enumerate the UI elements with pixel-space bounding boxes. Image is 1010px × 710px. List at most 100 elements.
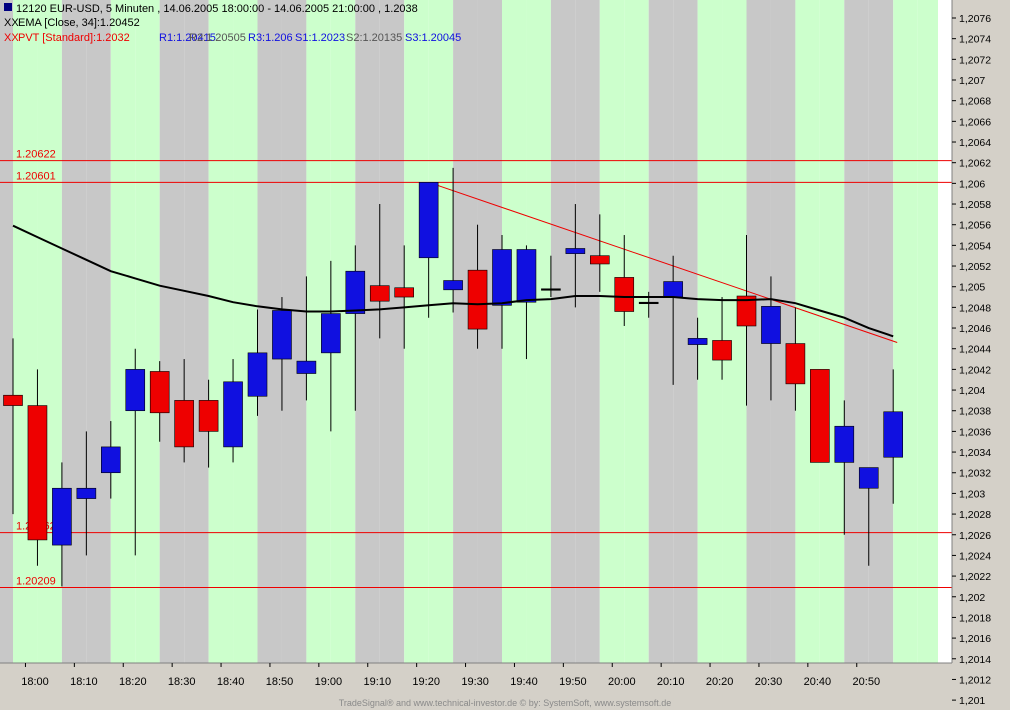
candle-body <box>761 306 781 344</box>
time-band <box>86 0 111 663</box>
time-band <box>61 0 87 663</box>
candle-body <box>589 255 610 265</box>
candle[interactable] <box>785 307 806 411</box>
candle-body <box>247 352 268 397</box>
candle[interactable] <box>761 276 781 401</box>
time-band <box>355 0 380 663</box>
candle[interactable] <box>247 309 268 416</box>
candle[interactable] <box>125 348 146 556</box>
time-axis[interactable]: 18:00 18:10 18:20 18:30 18:40 18:50 19:00 19:10… <box>21 663 880 688</box>
candle[interactable] <box>52 462 72 587</box>
candle[interactable] <box>443 167 463 313</box>
candle[interactable] <box>27 369 48 566</box>
ema-legend-marker[interactable]: XX <box>4 17 19 29</box>
candle[interactable] <box>712 297 732 380</box>
price-tick-label: 1,2074 <box>959 34 991 46</box>
price-tick-label: 1,2034 <box>959 447 991 459</box>
candle[interactable] <box>565 204 586 308</box>
pvt-legend-r2: R2:1.20505 <box>189 32 246 44</box>
candle-body <box>394 287 415 298</box>
time-tick-label: 18:10 <box>70 676 98 688</box>
candle[interactable] <box>174 359 194 463</box>
candle-body <box>3 394 23 406</box>
ema-line[interactable] <box>12 224 894 338</box>
ema-line-layer <box>12 224 894 338</box>
candle[interactable] <box>663 255 683 385</box>
price-tick-label: 1,2046 <box>959 323 991 335</box>
candle[interactable] <box>687 317 708 380</box>
candle[interactable] <box>418 182 439 318</box>
candle[interactable] <box>321 260 341 432</box>
right-margin <box>938 0 952 663</box>
candle[interactable] <box>736 235 757 406</box>
candle[interactable] <box>394 245 415 349</box>
candle[interactable] <box>858 467 879 566</box>
price-tick-label: 1,2032 <box>959 468 991 480</box>
time-band <box>428 0 454 663</box>
chart-title: 12120 EUR-USD, 5 Minuten , 14.06.2005 18… <box>16 3 418 15</box>
time-tick-label: 19:20 <box>412 676 440 688</box>
pvt-legend-r1: R1:1.20415 <box>159 32 216 44</box>
time-tick-label: 20:20 <box>706 676 734 688</box>
candle[interactable] <box>223 359 243 463</box>
trendline[interactable] <box>428 181 898 343</box>
candle[interactable] <box>541 255 561 298</box>
candle-body <box>516 249 537 303</box>
time-band <box>722 0 747 663</box>
price-tick-label: 1,206 <box>959 178 985 190</box>
time-tick-label: 20:10 <box>657 676 685 688</box>
candle-body <box>345 270 366 314</box>
candle[interactable] <box>198 379 219 468</box>
candle[interactable] <box>492 235 512 349</box>
time-band <box>648 0 674 663</box>
time-band <box>37 0 62 663</box>
candle[interactable] <box>101 421 121 499</box>
candle-body <box>785 343 806 385</box>
candle[interactable] <box>3 338 23 515</box>
candle[interactable] <box>369 204 390 339</box>
candlestick-series[interactable] <box>3 167 904 587</box>
time-band <box>575 0 600 663</box>
time-band <box>526 0 551 663</box>
candle[interactable] <box>834 400 855 535</box>
candle-body <box>272 310 292 360</box>
candle-body <box>541 288 561 291</box>
candle[interactable] <box>272 297 292 411</box>
candle[interactable] <box>810 369 830 463</box>
candle-body <box>638 301 659 305</box>
price-tick-label: 1,207 <box>959 75 985 87</box>
pvt-legend-marker[interactable]: XX <box>4 32 19 44</box>
candle-body <box>736 295 757 327</box>
candle[interactable] <box>467 224 488 349</box>
level-label: 1.20601 <box>16 170 56 182</box>
price-tick-label: 1,2068 <box>959 96 991 108</box>
price-tick-label: 1,2012 <box>959 674 991 686</box>
price-axis[interactable]: 1,2076 1,2074 1,2072 1,207 1,2068 1,2066 1,206… <box>952 13 991 707</box>
price-tick-label: 1,2054 <box>959 240 991 252</box>
price-tick-label: 1,2058 <box>959 199 991 211</box>
pvt-legend-s3: S3:1.20045 <box>405 32 461 44</box>
time-band <box>404 0 429 663</box>
candle[interactable] <box>296 276 317 401</box>
candle[interactable] <box>345 245 366 411</box>
candle[interactable] <box>614 235 635 326</box>
candle-body <box>125 369 146 412</box>
candle[interactable] <box>589 214 610 292</box>
time-tick-label: 19:00 <box>315 676 343 688</box>
pvt-legend-r3: R3:1.206 <box>248 32 293 44</box>
price-tick-label: 1,2056 <box>959 220 991 232</box>
candle[interactable] <box>76 431 97 556</box>
candle[interactable] <box>149 361 170 442</box>
candle[interactable] <box>516 245 537 360</box>
time-band <box>159 0 185 663</box>
time-band <box>379 0 405 663</box>
price-tick-label: 1,205 <box>959 282 985 294</box>
candle-body <box>858 467 879 489</box>
pvt-legend-line: PVT [Standard]:1.2032 R1:1.20415 R2:1.20… <box>18 32 461 44</box>
candle-body <box>492 249 512 306</box>
time-tick-label: 20:40 <box>804 676 832 688</box>
candle[interactable] <box>883 369 904 504</box>
time-tick-label: 20:30 <box>755 676 783 688</box>
time-tick-label: 18:20 <box>119 676 147 688</box>
pvt-legend-name: PVT [Standard]:1.2032 <box>18 32 130 44</box>
